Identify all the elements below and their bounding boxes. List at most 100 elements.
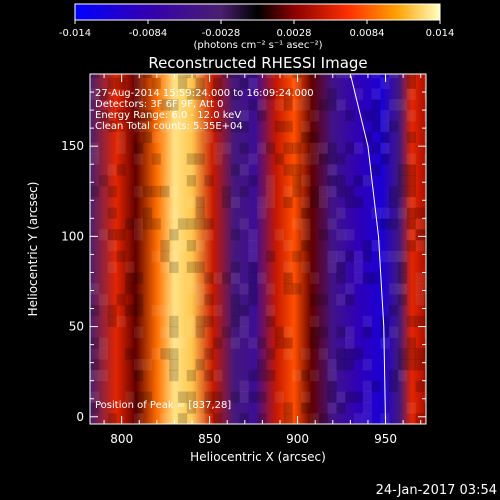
heatmap-cell <box>415 315 425 328</box>
heatmap-cell <box>248 369 258 382</box>
heatmap-cell <box>283 326 293 338</box>
heatmap-cell <box>327 359 337 371</box>
annotation-block: 27-Aug-2014 15:59:24.000 to 16:09:24.000… <box>95 88 314 132</box>
heatmap-cell <box>195 359 205 371</box>
heatmap-cell <box>301 229 311 241</box>
heatmap-cell <box>169 229 179 241</box>
heatmap-cell <box>186 413 197 424</box>
heatmap-cell <box>424 402 426 414</box>
heatmap-cell <box>160 348 170 360</box>
heatmap-texture <box>90 74 426 424</box>
heatmap-cell <box>160 413 170 424</box>
heatmap-cell <box>186 99 197 111</box>
heatmap-cell <box>309 272 320 284</box>
heatmap-cell <box>177 110 188 122</box>
heatmap-cell <box>406 402 416 414</box>
heatmap-cell <box>283 337 293 349</box>
heatmap-cell <box>353 261 364 273</box>
heatmap-cell <box>257 207 267 219</box>
heatmap-cell <box>195 77 205 89</box>
heatmap-cell <box>133 185 144 198</box>
heatmap-cell <box>336 261 346 273</box>
heatmap-cell <box>186 315 197 328</box>
heatmap-cell <box>406 196 416 209</box>
heatmap-cell <box>318 326 328 338</box>
heatmap-cell <box>424 88 426 100</box>
heatmap-cell <box>327 164 337 176</box>
heatmap-cell <box>397 369 408 382</box>
heatmap-cell <box>345 391 355 403</box>
heatmap-cell <box>186 74 197 79</box>
heatmap-cell <box>327 391 337 403</box>
heatmap-cell <box>345 229 355 241</box>
heatmap-cell <box>177 218 188 230</box>
heatmap-cell <box>301 99 311 111</box>
heatmap-cell <box>186 120 197 133</box>
heatmap-cell <box>239 164 249 176</box>
heatmap-cell <box>406 164 416 176</box>
heatmap-cell <box>195 326 205 338</box>
heatmap-cell <box>195 207 205 219</box>
heatmap-cell <box>397 261 408 273</box>
heatmap-cell <box>336 153 346 165</box>
heatmap-cell <box>213 337 223 349</box>
heatmap-cell <box>257 337 267 349</box>
colorbar-tick-label: -0.014 <box>59 28 91 39</box>
heatmap-cell <box>292 250 302 263</box>
heatmap-cell <box>265 175 276 187</box>
heatmap-cell <box>371 380 381 393</box>
heatmap-cell <box>98 229 109 241</box>
heatmap-cell <box>116 131 126 144</box>
heatmap-cell <box>336 402 346 414</box>
heatmap-cell <box>133 229 144 241</box>
heatmap-cell <box>424 153 426 165</box>
solar-limb-curve <box>349 74 387 424</box>
heatmap-cell <box>213 142 223 154</box>
heatmap-cell <box>186 88 197 100</box>
heatmap-cell <box>90 283 100 295</box>
heatmap-cell <box>169 185 179 198</box>
heatmap-cell <box>301 153 311 165</box>
heatmap-cell <box>380 153 390 165</box>
x-tick-label: 950 <box>374 432 397 446</box>
heatmap-cell <box>362 110 372 122</box>
heatmap-cell <box>177 239 188 252</box>
heatmap-cell <box>389 218 399 230</box>
heatmap-cell <box>265 369 276 382</box>
heatmap-cell <box>133 391 144 403</box>
heatmap-cell <box>125 391 135 403</box>
heatmap-cell <box>204 348 214 360</box>
heatmap-cell <box>98 294 109 306</box>
heatmap-cell <box>353 196 364 209</box>
heatmap-cell <box>345 142 355 154</box>
heatmap-cell <box>389 326 399 338</box>
colorbar-tick-label: -0.0084 <box>129 28 168 39</box>
heatmap-cell <box>195 218 205 230</box>
heatmap-cell <box>221 142 232 154</box>
heatmap-cell <box>177 391 188 403</box>
heatmap-cell <box>292 99 302 111</box>
heatmap-cell <box>133 142 144 154</box>
heatmap-cell <box>230 294 241 306</box>
heatmap-cell <box>169 348 179 360</box>
heatmap-cell <box>186 175 197 187</box>
heatmap-cell <box>424 131 426 144</box>
heatmap-cell <box>230 391 241 403</box>
heatmap-cell <box>151 185 161 198</box>
heatmap-cell <box>107 315 117 328</box>
colorbar-tick-label: -0.0028 <box>202 28 241 39</box>
heatmap-cell <box>186 369 197 382</box>
heatmap-cell <box>415 294 425 306</box>
heatmap-cell <box>406 337 416 349</box>
heatmap-cell <box>195 413 205 424</box>
heatmap-cell <box>257 99 267 111</box>
heatmap-cell <box>90 402 100 414</box>
heatmap-cell <box>345 359 355 371</box>
heatmap-cell <box>195 283 205 295</box>
heatmap-cell <box>397 283 408 295</box>
y-tick-label: 50 <box>69 320 84 334</box>
heatmap-cell <box>204 315 214 328</box>
heatmap-cell <box>239 413 249 424</box>
heatmap-cell <box>424 74 426 79</box>
